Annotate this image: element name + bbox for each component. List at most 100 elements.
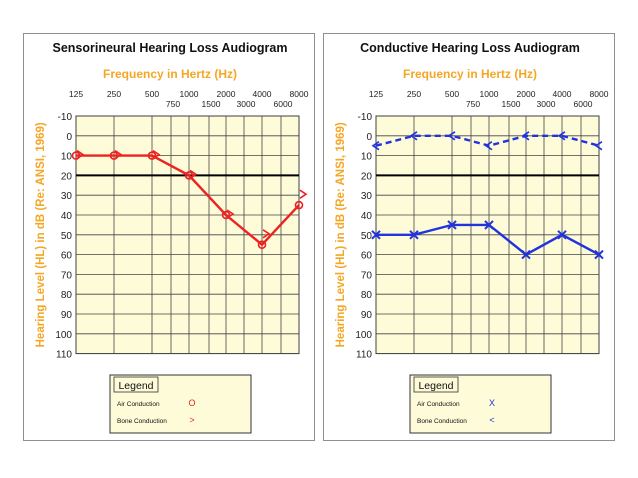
sensorineural-ytick-10: 90	[61, 310, 73, 321]
sensorineural-xtick-top-6: 8000	[290, 89, 309, 99]
sensorineural-series-0-point-2	[147, 151, 157, 160]
sensorineural-ylabel: Hearing Level (HL) in dB (Re: ANSI, 1969…	[35, 122, 47, 347]
sensorineural-audiogram-panel: Sensorineural Hearing Loss Audiogram Freq…	[23, 33, 315, 441]
sensorineural-legend-title-box	[113, 376, 159, 393]
sensorineural-title: Sensorineural Hearing Loss Audiogram	[52, 41, 287, 55]
sensorineural-xtick-bottom-2: 3000	[237, 99, 256, 109]
sensorineural-xtick-bottom-3: 6000	[274, 99, 293, 109]
sensorineural-ytick-3: 20	[61, 171, 73, 182]
conductive-series-0-point-5	[557, 230, 567, 240]
conductive-title: Conductive Hearing Loss Audiogram	[360, 41, 580, 55]
conductive-legend-title: Legend	[418, 380, 453, 392]
sensorineural-legend-entry-0-symbol: O	[188, 398, 195, 408]
conductive-ytick-7: 60	[361, 251, 373, 262]
sensorineural-series-1-point-3	[189, 169, 198, 180]
sensorineural-xtick-top-4: 2000	[217, 89, 236, 99]
sensorineural-series-0-point-5	[257, 240, 267, 249]
conductive-series-0-point-0	[371, 230, 381, 240]
sensorineural-xtick-top-2: 500	[145, 89, 159, 99]
sensorineural-ytick-6: 50	[61, 231, 73, 242]
sensorineural-ytick-4: 30	[61, 191, 73, 202]
conductive-legend-entry-0-symbol: X	[489, 398, 495, 408]
sensorineural-legend-entry-0-label: Air Conduction	[117, 401, 160, 408]
conductive-series-0-point-4	[521, 249, 531, 260]
conductive-xtick-top-2: 500	[445, 89, 459, 99]
conductive-series-0-point-0-b	[371, 230, 381, 240]
sensorineural-legend-entry-1-label: Bone Conduction	[117, 418, 167, 425]
conductive-series-0-point-2	[447, 220, 457, 230]
sensorineural-xtick-bottom-1: 1500	[202, 99, 221, 109]
sensorineural-xlabel: Frequency in Hertz (Hz)	[103, 67, 237, 81]
sensorineural-series-0-point-1	[109, 151, 119, 160]
conductive-ytick-0: -10	[358, 112, 373, 123]
conductive-series-0-point-4-b	[521, 249, 531, 260]
conductive-series-0-point-3	[484, 220, 494, 230]
conductive-series-1-point-1	[409, 131, 418, 141]
sensorineural-xtick-top-1: 250	[107, 89, 121, 99]
conductive-legend-entry-1-label: Bone Conduction	[417, 418, 467, 425]
conductive-ytick-8: 70	[361, 270, 373, 281]
conductive-xtick-top-0: 125	[369, 89, 383, 99]
conductive-legend-entry-0-label: Air Conduction	[417, 401, 460, 408]
conductive-series-0-point-5-b	[557, 230, 567, 240]
sensorineural-series-0-line	[76, 154, 300, 247]
conductive-ytick-10: 90	[361, 310, 373, 321]
conductive-series-1-line	[375, 134, 600, 147]
sensorineural-xtick-top-5: 4000	[253, 89, 272, 99]
sensorineural-series-1-point-4	[226, 209, 235, 219]
conductive-ytick-2: 10	[361, 152, 373, 163]
conductive-xtick-bottom-3: 6000	[574, 99, 593, 109]
sensorineural-svg: Sensorineural Hearing Loss Audiogram Freq…	[35, 41, 309, 434]
sensorineural-xtick-top-3: 1000	[180, 89, 199, 99]
conductive-xtick-top-1: 250	[407, 89, 421, 99]
conductive-xtick-top-6: 8000	[590, 89, 609, 99]
sensorineural-legend-title: Legend	[118, 380, 153, 392]
sensorineural-ytick-5: 40	[61, 211, 73, 222]
conductive-series-0-point-3-b	[484, 220, 494, 230]
sensorineural-ytick-12: 110	[56, 350, 72, 361]
conductive-ylabel: Hearing Level (HL) in dB (Re: ANSI, 1969…	[335, 122, 347, 347]
conductive-xtick-top-4: 2000	[517, 89, 536, 99]
conductive-series-0-point-6-b	[594, 249, 604, 260]
conductive-series-1-point-0	[371, 141, 380, 151]
conductive-xtick-top-5: 4000	[553, 89, 572, 99]
sensorineural-ytick-11: 100	[55, 330, 72, 341]
conductive-xtick-bottom-1: 1500	[502, 99, 521, 109]
sensorineural-series-0-point-3	[184, 171, 194, 180]
sensorineural-series-0-point-6	[294, 200, 304, 210]
conductive-audiogram-panel: Conductive Hearing Loss Audiogram Frequen…	[323, 33, 615, 441]
conductive-legend-entry-1-symbol: <	[489, 415, 494, 425]
sensorineural-series-1-point-2	[152, 149, 161, 160]
conductive-ytick-3: 20	[361, 171, 373, 182]
sensorineural-ytick-0: -10	[58, 112, 73, 123]
conductive-ytick-12: 110	[356, 350, 372, 361]
conductive-svg: Conductive Hearing Loss Audiogram Frequen…	[335, 41, 609, 434]
conductive-series-0-point-1-b	[409, 230, 419, 240]
conductive-legend-title-box	[413, 376, 459, 393]
conductive-series-1-point-4	[521, 131, 530, 141]
conductive-series-0-point-1	[409, 230, 419, 240]
sensorineural-series-1-point-0	[76, 149, 85, 160]
conductive-ytick-6: 50	[361, 231, 373, 242]
sensorineural-ytick-9: 80	[61, 290, 73, 301]
sensorineural-series-0-point-4	[221, 210, 231, 220]
conductive-series-1-point-5	[557, 131, 566, 141]
sensorineural-ytick-8: 70	[61, 270, 73, 281]
conductive-ytick-9: 80	[361, 290, 373, 301]
conductive-ytick-1: 0	[366, 132, 372, 143]
conductive-series-0-point-2-b	[447, 220, 457, 230]
sensorineural-xtick-bottom-0: 750	[166, 99, 180, 109]
conductive-series-1-point-2	[447, 131, 456, 141]
sensorineural-series-1-point-6	[299, 189, 308, 199]
conductive-xtick-bottom-0: 750	[466, 99, 480, 109]
sensorineural-series-1-point-5	[262, 229, 271, 239]
conductive-xlabel: Frequency in Hertz (Hz)	[403, 67, 537, 81]
conductive-xtick-bottom-2: 3000	[537, 99, 556, 109]
sensorineural-ytick-1: 0	[66, 132, 72, 143]
conductive-ytick-11: 100	[355, 330, 372, 341]
sensorineural-series-0-point-0	[71, 151, 81, 160]
conductive-series-1-point-3	[484, 141, 493, 151]
sensorineural-series-1-point-1	[114, 149, 123, 160]
sensorineural-legend-entry-1-symbol: >	[189, 415, 194, 425]
conductive-ytick-4: 30	[361, 191, 373, 202]
